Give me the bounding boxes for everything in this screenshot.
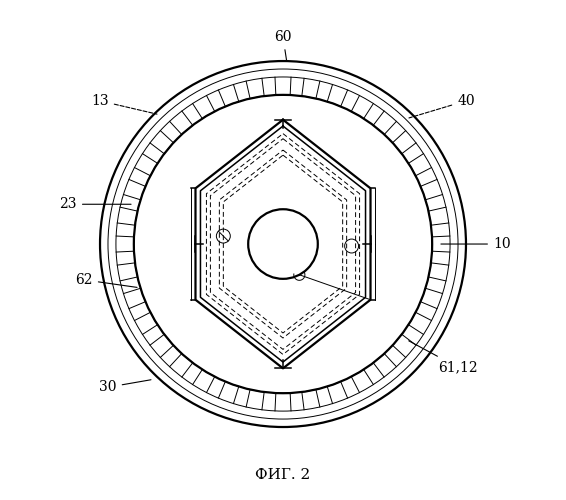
- Text: 62: 62: [75, 273, 137, 287]
- Text: 40: 40: [409, 94, 475, 118]
- Text: 60: 60: [275, 30, 291, 60]
- Text: 10: 10: [441, 237, 511, 251]
- Text: 13: 13: [91, 94, 157, 114]
- Text: 30: 30: [99, 380, 151, 394]
- Text: 23: 23: [59, 198, 131, 211]
- Text: 61,12: 61,12: [409, 341, 478, 374]
- Text: ФИГ. 2: ФИГ. 2: [255, 468, 311, 481]
